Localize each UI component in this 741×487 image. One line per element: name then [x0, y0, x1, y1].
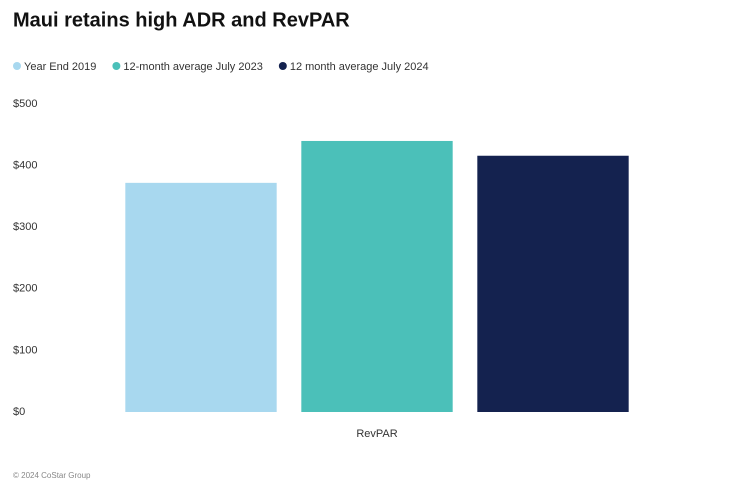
- source: © 2024 CoStar Group: [13, 471, 91, 480]
- y-tick-label: $100: [13, 344, 37, 356]
- bar: [125, 182, 277, 412]
- legend-label: 12-month average July 2023: [123, 61, 262, 73]
- y-tick-label: $300: [13, 221, 37, 233]
- bar: [301, 140, 453, 412]
- chart-title: Maui retains high ADR and RevPAR: [13, 9, 350, 31]
- y-tick-label: $200: [13, 283, 37, 295]
- y-tick-label: $500: [13, 98, 37, 110]
- y-tick-label: $0: [13, 406, 25, 418]
- x-tick-label: RevPAR: [356, 428, 397, 440]
- legend-label: 12 month average July 2024: [290, 61, 429, 73]
- legend-marker: [278, 62, 287, 70]
- legend-label: Year End 2019: [24, 61, 96, 73]
- y-tick-label: $400: [13, 160, 37, 172]
- legend-marker: [112, 62, 121, 70]
- bar: [477, 155, 629, 412]
- legend-marker: [13, 62, 21, 70]
